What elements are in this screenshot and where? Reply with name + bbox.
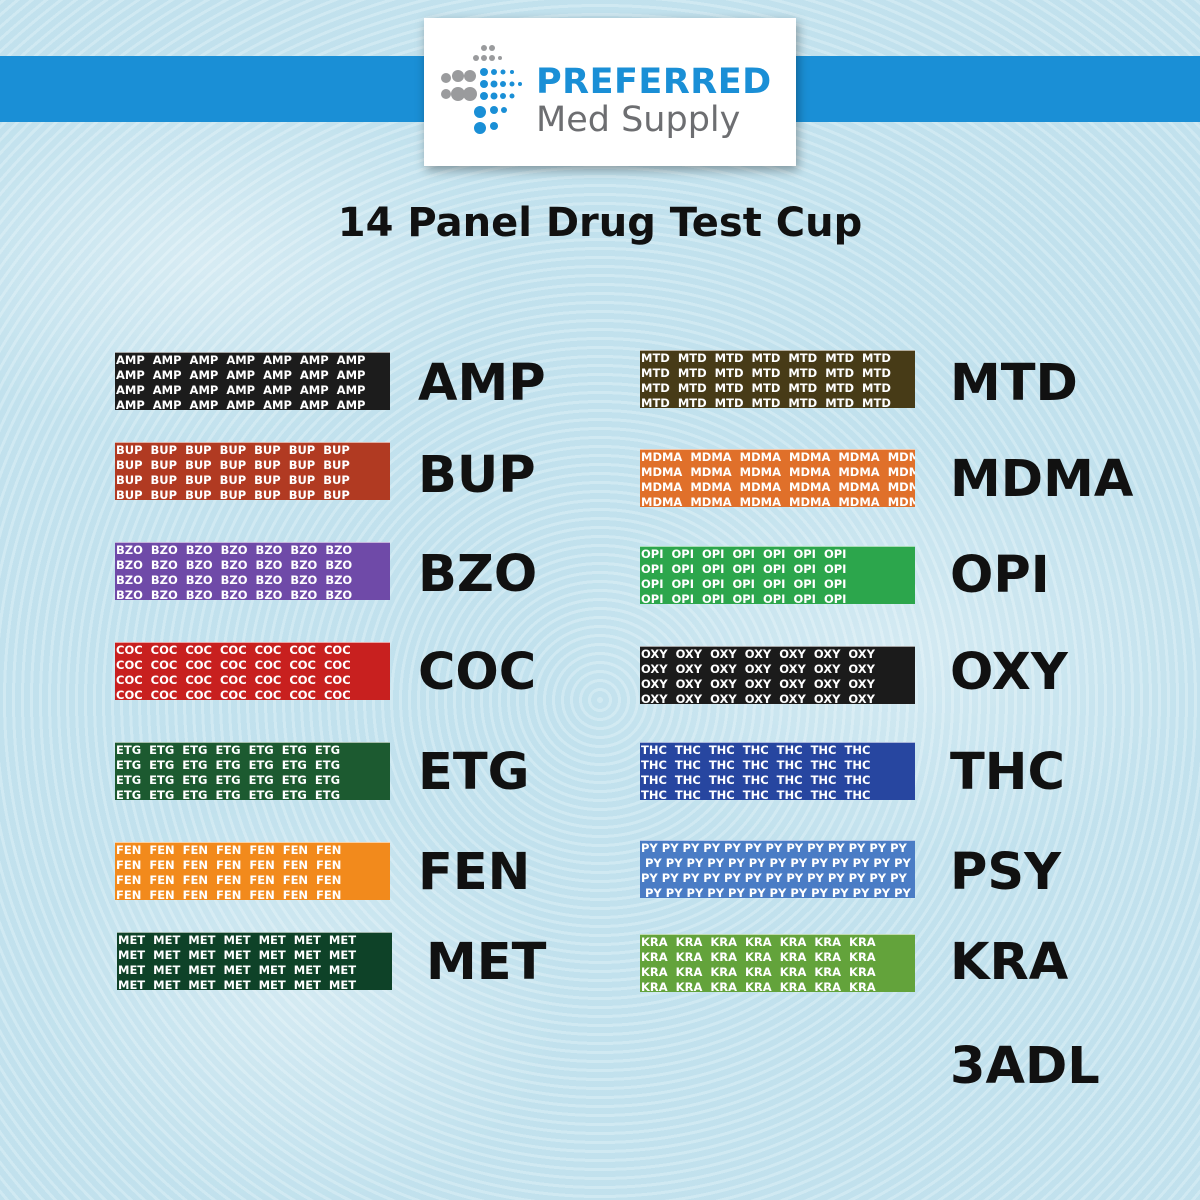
panel-label-amp: AMP (418, 354, 546, 413)
strip-pattern: MET MET MET MET MET MET MET MET MET MET … (118, 933, 357, 990)
panel-label-mdma: MDMA (950, 450, 1134, 509)
strip-pattern: THC THC THC THC THC THC THC THC THC THC … (641, 743, 871, 800)
panel-label-etg: ETG (418, 743, 530, 802)
test-strip-met: MET MET MET MET MET MET MET MET MET MET … (117, 932, 392, 990)
panel-label-opi: OPI (950, 546, 1050, 605)
strip-pattern: FEN FEN FEN FEN FEN FEN FEN FEN FEN FEN … (116, 843, 342, 900)
strip-pattern: KRA KRA KRA KRA KRA KRA KRA KRA KRA KRA … (641, 935, 876, 992)
panel-label-kra: KRA (950, 933, 1069, 992)
test-strip-fen: FEN FEN FEN FEN FEN FEN FEN FEN FEN FEN … (115, 842, 390, 900)
strip-pattern: OXY OXY OXY OXY OXY OXY OXY OXY OXY OXY … (641, 647, 875, 704)
test-strip-amp: AMP AMP AMP AMP AMP AMP AMP AMP AMP AMP … (115, 352, 390, 410)
test-strip-bzo: BZO BZO BZO BZO BZO BZO BZO BZO BZO BZO … (115, 542, 390, 600)
strip-pattern: ETG ETG ETG ETG ETG ETG ETG ETG ETG ETG … (116, 743, 341, 800)
logo-dots-icon (441, 45, 522, 134)
test-strip-kra: KRA KRA KRA KRA KRA KRA KRA KRA KRA KRA … (640, 934, 915, 992)
strip-pattern: COC COC COC COC COC COC COC COC COC COC … (116, 643, 351, 700)
logo: PREFERRED Med Supply (424, 18, 796, 166)
test-strip-bup: BUP BUP BUP BUP BUP BUP BUP BUP BUP BUP … (115, 442, 390, 500)
test-strip-thc: THC THC THC THC THC THC THC THC THC THC … (640, 742, 915, 800)
strip-pattern: PY PY PY PY PY PY PY PY PY PY PY PY PY P… (641, 841, 911, 898)
test-strip-etg: ETG ETG ETG ETG ETG ETG ETG ETG ETG ETG … (115, 742, 390, 800)
test-strip-mtd: MTD MTD MTD MTD MTD MTD MTD MTD MTD MTD … (640, 350, 915, 408)
panel-label-coc: COC (418, 643, 537, 702)
brand-tagline: Med Supply (536, 100, 741, 140)
panel-label-mtd: MTD (950, 354, 1078, 413)
panel-label-psy: PSY (950, 843, 1062, 902)
test-strip-opi: OPI OPI OPI OPI OPI OPI OPI OPI OPI OPI … (640, 546, 915, 604)
panel-label-oxy: OXY (950, 643, 1068, 702)
panel-label-thc: THC (950, 743, 1065, 802)
panel-label-met: MET (426, 933, 547, 992)
test-strip-oxy: OXY OXY OXY OXY OXY OXY OXY OXY OXY OXY … (640, 646, 915, 704)
panel-label-bup: BUP (418, 446, 536, 505)
brand-name: PREFERRED (536, 62, 772, 102)
strip-pattern: MTD MTD MTD MTD MTD MTD MTD MTD MTD MTD … (641, 351, 891, 408)
test-strip-mdma: MDMA MDMA MDMA MDMA MDMA MDMA MDMA MDMA … (640, 449, 915, 507)
strip-pattern: OPI OPI OPI OPI OPI OPI OPI OPI OPI OPI … (641, 547, 847, 604)
strip-pattern: BZO BZO BZO BZO BZO BZO BZO BZO BZO BZO … (116, 543, 353, 600)
panel-label-3adl: 3ADL (950, 1037, 1100, 1096)
strip-pattern: MDMA MDMA MDMA MDMA MDMA MDMA MDMA MDMA … (641, 450, 915, 507)
panel-label-bzo: BZO (418, 545, 538, 604)
strip-pattern: AMP AMP AMP AMP AMP AMP AMP AMP AMP AMP … (116, 353, 366, 410)
strip-pattern: BUP BUP BUP BUP BUP BUP BUP BUP BUP BUP … (116, 443, 350, 500)
test-strip-coc: COC COC COC COC COC COC COC COC COC COC … (115, 642, 390, 700)
test-strip-py: PY PY PY PY PY PY PY PY PY PY PY PY PY P… (640, 840, 915, 898)
panel-label-fen: FEN (418, 843, 531, 902)
page-title: 14 Panel Drug Test Cup (337, 200, 863, 246)
